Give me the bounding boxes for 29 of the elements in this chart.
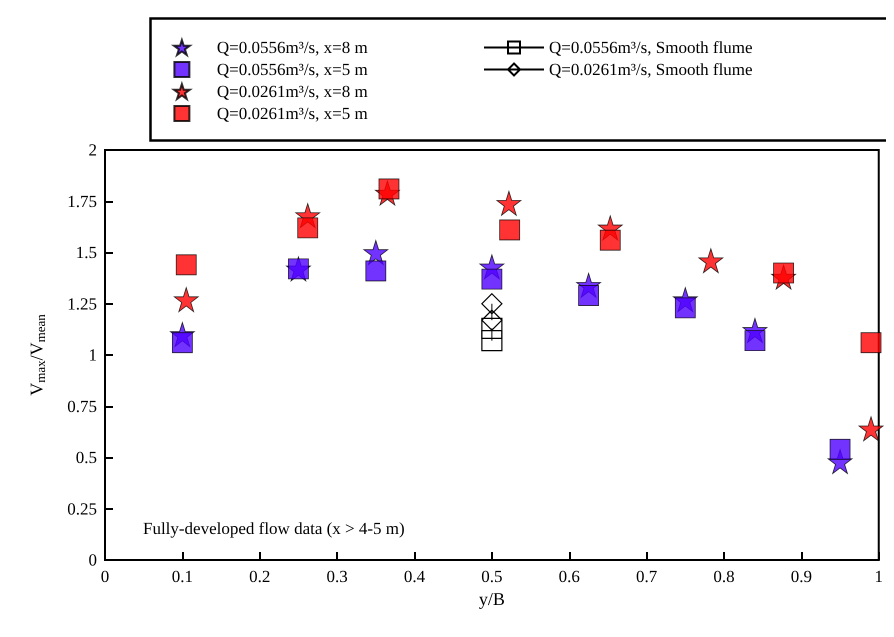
y-tick-label: 0	[88, 550, 97, 570]
x-tick-label: 0.3	[326, 567, 348, 586]
x-tick-label: 0.9	[790, 567, 812, 586]
x-axis-title: y/B	[478, 588, 505, 609]
y-tick-label: 0.25	[67, 499, 97, 518]
x-tick-label: 0.5	[481, 567, 502, 586]
legend-label: Q=0.0261m³/s, x=5 m	[216, 104, 368, 123]
y-tick-label: 1.25	[67, 294, 97, 314]
legend-label: Q=0.0556m³/s, Smooth flume	[549, 38, 753, 57]
legend-label: Q=0.0261m³/s, x=8 m	[216, 82, 368, 101]
legend-label: Q=0.0556m³/s, x=8 m	[216, 38, 368, 57]
y-tick-label: 0.75	[67, 396, 97, 416]
x-tick-label: 0.2	[249, 567, 270, 586]
legend-label: Q=0.0556m³/s, x=5 m	[216, 60, 368, 79]
x-tick-label: 0.8	[713, 567, 735, 586]
x-tick-label: 0.7	[636, 567, 658, 586]
x-tick-label: 0	[100, 567, 110, 586]
x-tick-label: 0.1	[172, 567, 193, 586]
y-tick-label: 0.5	[76, 448, 97, 467]
y-tick-label: 1	[88, 346, 97, 364]
y-tick-label: 1.75	[67, 192, 97, 211]
y-axis-title: Vmax/Vmean	[26, 314, 48, 396]
x-tick-label: 0.6	[558, 567, 580, 586]
x-tick-label: 1	[874, 567, 883, 586]
x-tick-label: 0.4	[404, 567, 426, 586]
legend-label: Q=0.0261m³/s, Smooth flume	[549, 60, 753, 79]
annotation: Fully-developed flow data (x > 4-5 m)	[143, 519, 405, 538]
y-tick-label: 2	[88, 140, 97, 160]
y-tick-label: 1.5	[76, 243, 97, 262]
